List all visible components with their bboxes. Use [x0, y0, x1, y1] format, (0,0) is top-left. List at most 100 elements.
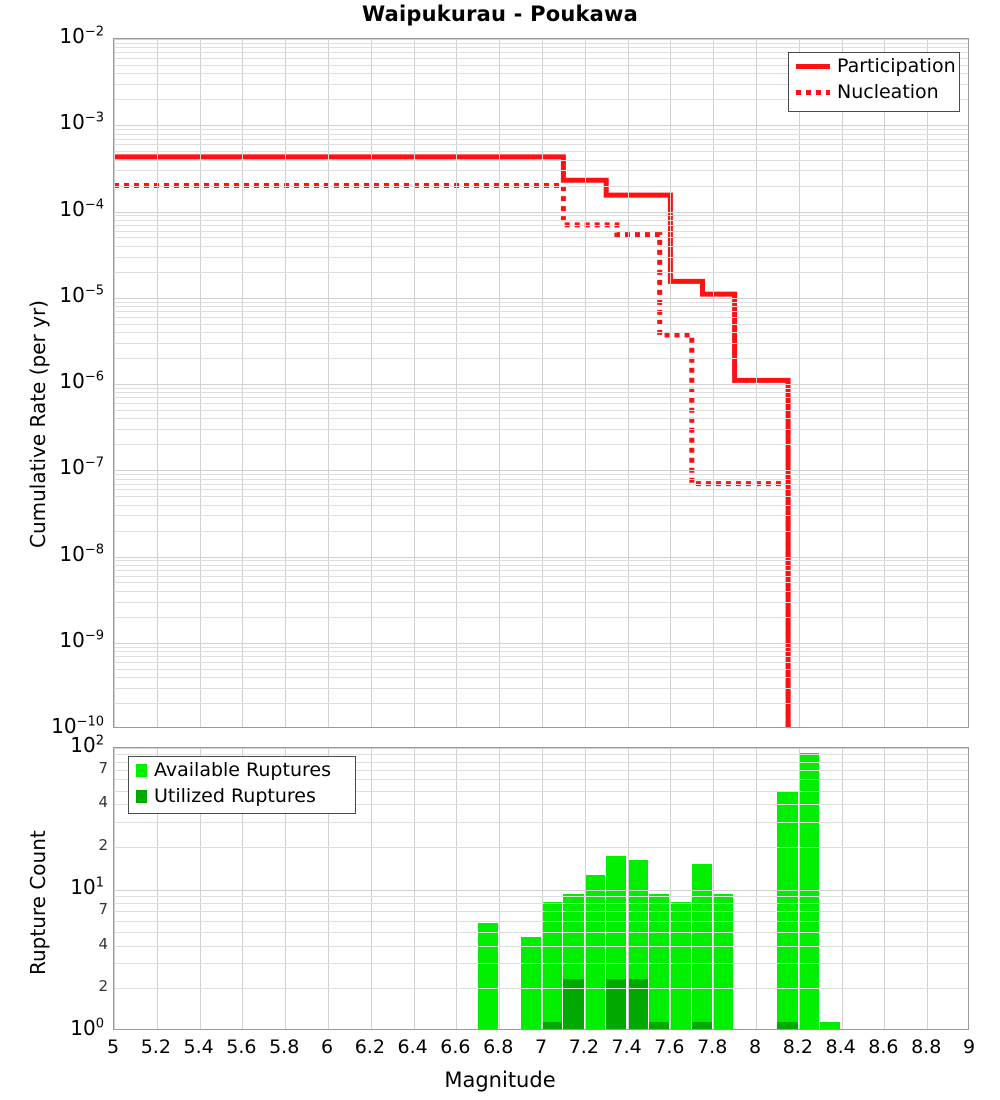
color-swatch-icon [136, 763, 150, 777]
rupture-bar [713, 748, 734, 1029]
gridline-horizontal [114, 151, 968, 152]
y-tick-label: 10−4 [59, 196, 104, 221]
gridline-horizontal [114, 748, 968, 749]
gridline-horizontal [114, 418, 968, 419]
gridline-horizontal [114, 306, 968, 307]
gridline-horizontal [114, 220, 968, 221]
x-tick-label: 5.6 [226, 1036, 257, 1058]
gridline-vertical [114, 39, 115, 727]
gridline-vertical [285, 39, 286, 727]
gridline-horizontal [114, 647, 968, 648]
gridline-horizontal [114, 144, 968, 145]
available-ruptures-bar [777, 792, 798, 1029]
x-tick-label: 8.8 [911, 1036, 942, 1058]
y-tick-label-minor: 7 [98, 900, 108, 919]
gridline-horizontal [114, 963, 968, 964]
gridline-horizontal [114, 560, 968, 561]
gridline-horizontal [114, 73, 968, 74]
gridline-horizontal [114, 911, 968, 912]
gridline-vertical [200, 39, 201, 727]
gridline-vertical [114, 748, 115, 1029]
x-tick-label: 7.6 [654, 1036, 685, 1058]
gridline-horizontal [114, 99, 968, 100]
gridline-horizontal [114, 822, 968, 823]
gridline-horizontal [114, 52, 968, 53]
utilized-ruptures-bar [691, 1022, 712, 1029]
x-tick-label: 5.4 [183, 1036, 214, 1058]
gridline-vertical [328, 748, 329, 1029]
series-line-nucleation [114, 183, 791, 727]
gridline-horizontal [114, 703, 968, 704]
gridline-vertical [542, 748, 543, 1029]
gridline-vertical [585, 39, 586, 727]
gridline-horizontal [114, 688, 968, 689]
gridline-vertical [499, 39, 500, 727]
y-tick-label: 10−7 [59, 455, 104, 480]
legend-label: Nucleation [837, 81, 939, 103]
available-ruptures-bar [520, 936, 541, 1029]
gridline-horizontal [114, 669, 968, 670]
available-ruptures-bar [584, 874, 605, 1029]
gridline-horizontal [114, 617, 968, 618]
gridline-vertical [713, 748, 714, 1029]
gridline-vertical [285, 748, 286, 1029]
gridline-horizontal [114, 324, 968, 325]
y-tick-label: 10−6 [59, 369, 104, 393]
legend-label: Available Ruptures [154, 759, 331, 781]
rupture-bar [584, 748, 605, 1029]
top-y-axis-title: Cumulative Rate (per yr) [26, 300, 50, 548]
x-tick-label: 6 [320, 1036, 334, 1058]
gridline-vertical [628, 39, 629, 727]
gridline-vertical [242, 39, 243, 727]
gridline-vertical [927, 748, 928, 1029]
gridline-horizontal [114, 43, 968, 44]
gridline-horizontal [114, 58, 968, 59]
gridline-vertical [414, 39, 415, 727]
gridline-vertical [799, 39, 800, 727]
gridline-horizontal [114, 311, 968, 312]
available-ruptures-bar [670, 902, 691, 1029]
x-tick-label: 8.4 [825, 1036, 856, 1058]
x-tick-label: 7.8 [697, 1036, 728, 1058]
gridline-horizontal [114, 410, 968, 411]
gridline-vertical [628, 748, 629, 1029]
y-tick-label: 10−2 [59, 24, 104, 48]
color-swatch-icon [136, 789, 150, 803]
gridline-horizontal [114, 272, 968, 273]
x-axis-title: Magnitude [444, 1068, 556, 1092]
x-tick-label: 9 [962, 1036, 976, 1058]
gridline-vertical [157, 748, 158, 1029]
gridline-horizontal [114, 489, 968, 490]
gridline-horizontal [114, 186, 968, 187]
gridline-vertical [371, 39, 372, 727]
rupture-bar [649, 748, 670, 1029]
rupture-legend: Available Ruptures Utilized Ruptures [128, 756, 356, 814]
available-ruptures-bar [649, 894, 670, 1029]
gridline-vertical [242, 748, 243, 1029]
gridline-horizontal [114, 474, 968, 475]
gridline-horizontal [114, 515, 968, 516]
gridline-vertical [799, 748, 800, 1029]
bottom-y-axis-title: Rupture Count [26, 830, 50, 975]
gridline-horizontal [114, 302, 968, 303]
gridline-horizontal [114, 212, 968, 213]
gridline-horizontal [114, 754, 968, 755]
rate-legend: Participation Nucleation [788, 52, 960, 112]
gridline-horizontal [114, 591, 968, 592]
y-tick-label: 10−10 [51, 714, 104, 738]
y-tick-label: 10−3 [59, 110, 104, 135]
gridline-horizontal [114, 139, 968, 140]
gridline-vertical [670, 39, 671, 727]
rupture-bars [114, 748, 968, 1029]
gridline-horizontal [114, 403, 968, 404]
page-title: Waipukurau - Poukawa [362, 2, 638, 26]
gridline-horizontal [114, 576, 968, 577]
gridline-horizontal [114, 651, 968, 652]
gridline-vertical [927, 39, 928, 727]
gridline-horizontal [114, 170, 968, 171]
gridline-horizontal [114, 932, 968, 933]
gridline-horizontal [114, 47, 968, 48]
gridline-horizontal [114, 484, 968, 485]
x-tick-label: 7 [534, 1036, 548, 1058]
